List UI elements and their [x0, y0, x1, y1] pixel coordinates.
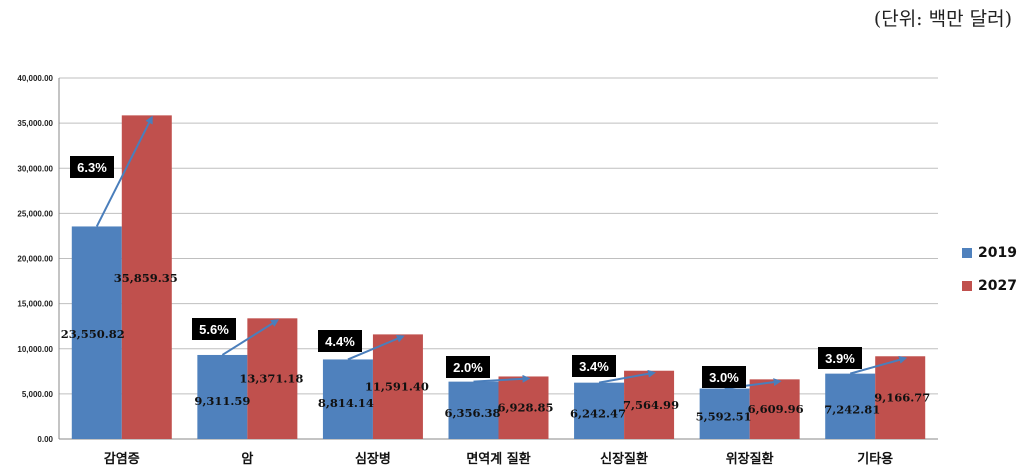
growth-arrow	[598, 369, 657, 384]
growth-rate-box	[572, 355, 616, 377]
data-label-2019: 23,550.82	[61, 327, 125, 341]
x-category-label: 심장병	[355, 451, 391, 467]
bar-2019	[699, 388, 750, 439]
bar-2027	[749, 379, 800, 439]
bar-2019	[71, 226, 122, 439]
x-category-label: 암	[241, 451, 253, 467]
growth-rate-box	[318, 330, 362, 352]
growth-rate-label: 3.0%	[709, 370, 739, 385]
growth-arrow	[473, 374, 531, 383]
data-label-2019: 7,242.81	[824, 403, 880, 417]
legend-item-2027: 2027	[962, 278, 1017, 294]
data-label-2019: 5,592.51	[696, 409, 752, 423]
unit-label: (단위: 백만 달러)	[873, 8, 1012, 30]
data-label-2027: 11,591.40	[365, 380, 429, 394]
y-tick-label: 5,000.00	[22, 390, 54, 399]
grid-layer	[59, 77, 938, 395]
bar-2027	[247, 318, 298, 439]
data-label-2019: 6,242.47	[570, 407, 626, 421]
growth-rate-box	[192, 318, 236, 340]
bar-2019	[825, 373, 876, 439]
data-label-2027: 7,564.99	[623, 398, 679, 412]
growth-rate-label: 4.4%	[325, 334, 355, 349]
growth-arrow	[221, 319, 280, 356]
y-tick-label: 20,000.00	[17, 255, 53, 264]
data-label-2027: 13,371.18	[239, 372, 303, 386]
growth-rate-label: 5.6%	[199, 322, 229, 337]
y-tick-label: 40,000.00	[17, 74, 53, 83]
legend-item-2019: 2019	[962, 245, 1017, 261]
growth-arrow	[95, 115, 153, 227]
data-label-2027: 6,609.96	[748, 402, 804, 416]
legend-swatch-2019	[962, 248, 972, 258]
bar-2019	[574, 382, 625, 439]
bar-2027	[372, 334, 423, 439]
growth-rate-label: 2.0%	[453, 360, 483, 375]
growth-rate-label: 3.9%	[825, 351, 855, 366]
growth-rate-box	[818, 347, 862, 369]
y-tick-label: 30,000.00	[17, 164, 53, 173]
data-label-2019: 9,311.59	[194, 394, 250, 408]
bar-2019	[448, 381, 499, 439]
bar-2019	[322, 359, 373, 439]
data-label-2027: 6,928.85	[497, 401, 553, 415]
x-category-label: 위장질환	[726, 451, 774, 467]
growth-rate-box	[702, 366, 746, 388]
data-label-2027: 9,166.77	[874, 391, 930, 405]
y-tick-label: 10,000.00	[17, 345, 53, 354]
label-layer: 감염증 23,550.82 35,859.35 6.3% 암 9,311.59 13,371…	[61, 156, 930, 467]
x-category-label: 감염증	[104, 451, 140, 467]
growth-rate-box	[70, 156, 114, 178]
growth-arrow	[849, 356, 908, 375]
bar-2027	[121, 115, 172, 439]
legend-label-2027: 2027	[978, 278, 1017, 294]
data-label-2027: 35,859.35	[114, 271, 178, 285]
data-label-2019: 8,814.14	[318, 396, 374, 410]
legend-swatch-2027	[962, 281, 972, 291]
growth-rate-label: 3.4%	[579, 359, 609, 374]
bar-2027	[498, 376, 549, 439]
growth-rate-label: 6.3%	[77, 160, 107, 175]
bar-2019	[197, 354, 248, 439]
growth-rate-box	[446, 356, 490, 378]
y-tick-label: 15,000.00	[17, 300, 53, 309]
x-category-label: 면역계 질환	[466, 451, 530, 467]
growth-arrow	[347, 335, 405, 361]
bar-2027	[624, 370, 675, 439]
x-category-label: 신장질환	[600, 451, 648, 467]
y-tick-label: 0.00	[37, 435, 53, 444]
arrow-layer	[95, 115, 908, 390]
legend-label-2019: 2019	[978, 245, 1017, 261]
bar-2027	[875, 356, 926, 439]
y-tick-label: 35,000.00	[17, 119, 53, 128]
data-label-2019: 6,356.38	[444, 406, 500, 420]
bar-layer	[71, 115, 926, 439]
x-category-label: 기타용	[857, 451, 893, 467]
y-tick-label: 25,000.00	[17, 209, 53, 218]
